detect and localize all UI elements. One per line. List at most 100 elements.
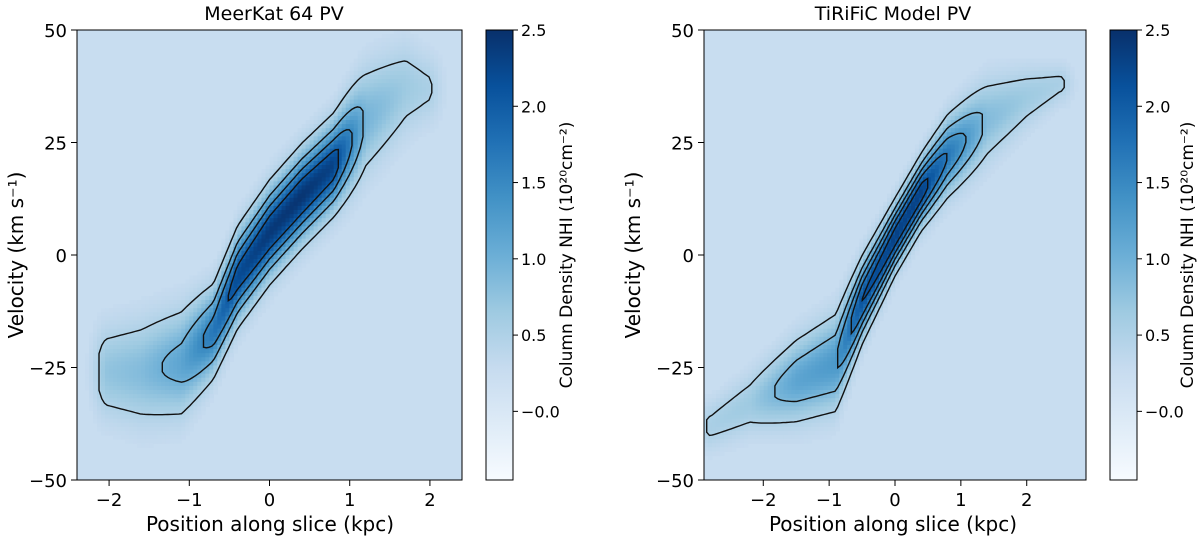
heatmap-cell [349,115,355,121]
heatmap-cell [795,332,801,338]
heatmap-cell [137,426,142,432]
heatmap-cell [409,34,415,39]
heatmap-cell [301,222,307,227]
heatmap-cell [241,246,247,252]
heatmap-cell [421,91,427,97]
heatmap-cell [425,128,431,133]
heatmap-cell [803,320,809,326]
heatmap-cell [847,271,852,277]
heatmap-cell [867,246,872,252]
heatmap-cell [297,238,303,244]
heatmap-cell [309,124,315,129]
heatmap-cell [225,279,230,285]
heatmap-cell [719,443,725,448]
heatmap-cell [982,75,988,80]
heatmap-cell [193,365,198,371]
heatmap-cell [843,324,848,330]
heatmap-cell [369,79,375,84]
heatmap-cell [950,169,956,174]
heatmap-cell [93,418,98,424]
heatmap-cell [735,402,741,407]
heatmap-cell [185,291,190,297]
heatmap-cell [811,353,817,358]
heatmap-cell [835,300,840,305]
heatmap-cell [942,156,948,162]
heatmap-cell [345,70,351,76]
heatmap-cell [855,246,860,252]
heatmap-cell [273,255,279,260]
heatmap-cell [293,246,299,252]
heatmap-cell [799,365,805,371]
heatmap-cell [221,320,226,326]
heatmap-cell [835,369,840,375]
heatmap-cell [129,406,134,412]
heatmap-cell [377,91,383,97]
heatmap-cell [707,410,713,416]
heatmap-cell [317,156,323,162]
heatmap-cell [105,353,110,358]
heatmap-cell [783,353,789,358]
heatmap-cell [425,58,431,64]
heatmap-cell [361,128,367,133]
heatmap-cell [819,328,824,334]
heatmap-cell [361,136,367,142]
heatmap-cell [409,46,415,52]
heatmap-cell [185,357,190,362]
heatmap-cell [225,250,230,256]
heatmap-cell [847,381,852,387]
heatmap-cell [735,435,741,440]
heatmap-cell [145,390,150,395]
heatmap-cell [273,250,279,256]
heatmap-cell [795,435,801,440]
heatmap-cell [986,75,992,80]
heatmap-cell [381,173,387,178]
heatmap-cell [145,377,150,383]
heatmap-cell [313,238,319,244]
heatmap-cell [795,390,801,395]
heatmap-cell [982,156,988,162]
heatmap-cell [125,402,130,407]
heatmap-cell [902,205,908,211]
heatmap-cell [325,201,331,207]
heatmap-cell [835,390,840,395]
heatmap-cell [133,414,138,420]
heatmap-cell [149,410,154,416]
heatmap-cell [201,406,206,412]
heatmap-cell [249,271,255,277]
heatmap-cell [149,357,154,362]
heatmap-cell [942,124,948,129]
heatmap-cell [871,263,876,268]
heatmap-cell [357,156,363,162]
heatmap-cell [875,230,880,236]
heatmap-cell [229,357,235,362]
heatmap-cell [767,439,773,444]
heatmap-cell [731,390,737,395]
heatmap-cell [177,283,182,289]
heatmap-cell [329,120,335,125]
heatmap-cell [237,312,243,317]
heatmap-cell [189,308,194,313]
heatmap-cell [962,140,968,146]
heatmap-cell [137,316,142,322]
heatmap-cell [954,185,960,191]
heatmap-cell [225,365,230,371]
heatmap-cell [117,345,122,350]
heatmap-cell [237,304,243,309]
heatmap-cell [101,353,106,358]
heatmap-cell [847,275,852,281]
heatmap-cell [966,144,972,150]
heatmap-cell [958,83,964,88]
heatmap-cell [715,406,721,412]
heatmap-cell [141,430,146,436]
heatmap-cell [253,230,259,236]
heatmap-cell [329,115,335,121]
heatmap-cell [421,95,427,101]
heatmap-cell [93,373,98,379]
heatmap-cell [393,42,399,47]
heatmap-cell [185,390,190,395]
heatmap-cell [185,324,190,330]
heatmap-cell [918,238,924,244]
heatmap-cell [759,422,765,428]
heatmap-cell [353,103,359,109]
heatmap-cell [791,365,797,371]
